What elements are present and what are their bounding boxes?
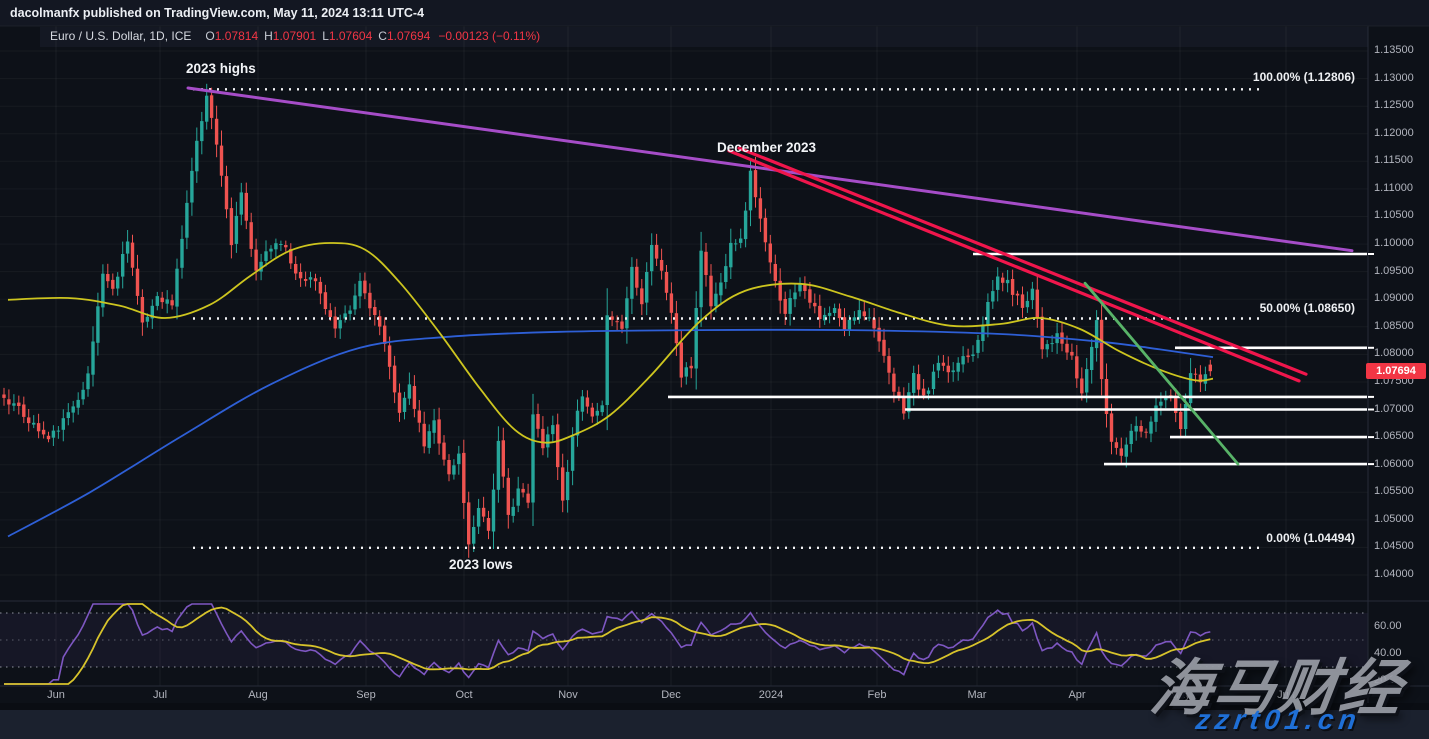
close-value: 1.07694 bbox=[386, 29, 431, 43]
price-axis-label: 1.11000 bbox=[1374, 182, 1413, 194]
publish-banner-text: dacolmanfx published on TradingView.com,… bbox=[10, 6, 425, 20]
annotation-2023-highs[interactable]: 2023 highs bbox=[186, 61, 256, 76]
time-axis-label: Nov bbox=[558, 689, 578, 701]
price-axis-label: 1.06000 bbox=[1374, 458, 1414, 470]
close-label: C bbox=[378, 29, 387, 43]
rsi-axis-label: 20.00 bbox=[1374, 674, 1402, 686]
price-axis-label: 1.06500 bbox=[1374, 430, 1414, 442]
price-axis-label: 1.08500 bbox=[1374, 320, 1414, 332]
time-axis-label: Oct bbox=[455, 689, 473, 701]
symbol-title: Euro / U.S. Dollar, 1D, ICE bbox=[50, 29, 192, 43]
rsi-axis-label: 60.00 bbox=[1374, 620, 1402, 632]
price-axis-label: 1.13000 bbox=[1374, 72, 1414, 84]
low-label: L bbox=[322, 29, 329, 43]
time-axis-label: Feb bbox=[867, 689, 887, 701]
time-axis-label: Dec bbox=[661, 689, 681, 701]
time-axis-label: Apr bbox=[1068, 689, 1086, 701]
time-axis-label: Jun bbox=[47, 689, 65, 701]
fib-label-0[interactable]: 0.00% (1.04494) bbox=[1266, 531, 1355, 545]
time-axis-divider bbox=[0, 703, 1429, 710]
symbol-legend[interactable]: Euro / U.S. Dollar, 1D, ICE O1.07814 H1.07… bbox=[50, 29, 540, 43]
price-axis-label: 1.05000 bbox=[1374, 513, 1414, 525]
publish-banner: dacolmanfx published on TradingView.com,… bbox=[0, 0, 1429, 26]
last-price-badge: 1.07694 bbox=[1366, 363, 1426, 379]
change-value: −0.00123 (−0.11%) bbox=[438, 29, 541, 43]
footer-bar: TradingView bbox=[0, 710, 1429, 739]
price-axis-label: 1.09500 bbox=[1374, 265, 1414, 277]
time-axis-label: Aug bbox=[248, 689, 268, 701]
price-axis-label: 1.10000 bbox=[1374, 237, 1414, 249]
price-axis-label: 1.09000 bbox=[1374, 292, 1414, 304]
open-label: O bbox=[205, 29, 215, 43]
rsi-axis-label: 40.00 bbox=[1374, 647, 1402, 659]
annotation-december-2023[interactable]: December 2023 bbox=[717, 140, 817, 155]
time-axis-label: Jul bbox=[152, 689, 168, 701]
time-axis-label: Jun bbox=[1277, 689, 1295, 701]
low-value: 1.07604 bbox=[328, 29, 373, 43]
price-axis-label: 1.04000 bbox=[1374, 568, 1414, 580]
time-axis-label: 2024 bbox=[758, 689, 784, 701]
price-axis-label: 1.12500 bbox=[1374, 99, 1414, 111]
legend-row-background bbox=[40, 27, 1368, 47]
price-axis-label: 1.13500 bbox=[1374, 44, 1414, 56]
high-label: H bbox=[264, 29, 273, 43]
price-axis-label: 1.11500 bbox=[1374, 154, 1413, 166]
high-value: 1.07901 bbox=[272, 29, 317, 43]
annotation-2023-lows[interactable]: 2023 lows bbox=[449, 557, 513, 572]
fib-label-100[interactable]: 100.00% (1.12806) bbox=[1252, 70, 1355, 84]
price-axis-label: 1.05500 bbox=[1374, 485, 1414, 497]
fib-label-50[interactable]: 50.00% (1.08650) bbox=[1259, 301, 1355, 315]
price-axis-label: 1.10500 bbox=[1374, 209, 1414, 221]
time-axis-label: Sep bbox=[356, 689, 376, 701]
time-axis-label: May bbox=[1169, 689, 1191, 701]
price-axis-label: 1.04500 bbox=[1374, 540, 1414, 552]
watermark-url: zzrt01.cn bbox=[1193, 704, 1364, 735]
price-axis-label: 1.08000 bbox=[1374, 347, 1414, 359]
price-axis-label: 1.07000 bbox=[1374, 403, 1414, 415]
open-value: 1.07814 bbox=[214, 29, 259, 43]
price-axis-label: 1.12000 bbox=[1374, 127, 1414, 139]
time-axis-label: Mar bbox=[967, 689, 987, 701]
